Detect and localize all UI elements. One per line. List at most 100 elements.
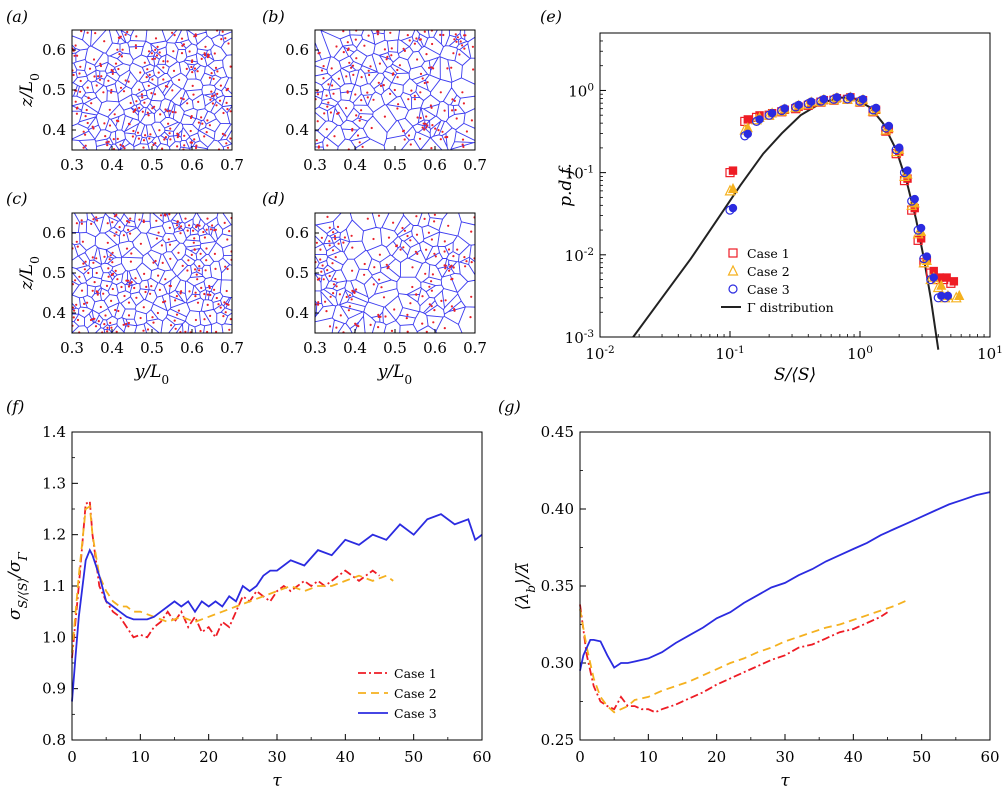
y-axis-label: ⟨λb⟩/λ̄ [513,562,538,610]
particle [162,60,165,63]
marker-circle [903,166,912,175]
legend: Case 1 Case 2 Case 3 [358,666,437,721]
particle [379,315,382,318]
particle [124,33,127,36]
particle [411,266,414,269]
particle [204,269,207,272]
particle [317,146,320,149]
particle [177,309,180,312]
particle [456,36,459,39]
particle [378,253,381,256]
marker-circle [943,291,953,300]
particle [91,256,94,259]
y-axis-label: z/L0 [17,256,42,291]
particle [103,323,106,326]
x-tick-label: 10 [131,748,150,766]
panel-f-sigma: 0 10 20 30 40 50 60 0.8 0.9 1.0 1.1 1.2 1.3 1.4 Case 1… [5,423,492,788]
particle [322,278,325,281]
legend-label: Case 2 [747,264,790,279]
particle [413,94,416,97]
particle [126,220,129,223]
particle [363,273,366,276]
particle [406,330,409,333]
particle [83,268,86,271]
particle [151,316,154,319]
particle [133,109,136,112]
particle [469,316,472,319]
particle [200,116,203,119]
particle [190,65,193,69]
particles-a [71,29,232,151]
particle [357,325,360,328]
particle [94,325,98,328]
particle [102,91,105,94]
y-tick-label: 0.6 [285,41,309,59]
particle [396,107,399,110]
particle [142,139,146,142]
particle [106,326,109,329]
particle [106,330,109,333]
particle [186,269,189,272]
particle [134,46,138,50]
particle [155,237,158,240]
particle [366,96,369,99]
particle [430,106,433,109]
particle [384,315,387,318]
particle [423,81,426,85]
particle [168,213,171,216]
particle [162,66,165,69]
particle [83,302,86,305]
particle [327,101,330,104]
marker-circle [922,252,932,261]
particle [220,38,223,41]
particle [82,130,85,133]
particle [164,278,167,281]
particle [227,42,230,45]
particle [188,50,191,53]
particle [426,124,429,127]
particle [461,143,464,146]
particle [91,289,94,292]
particle [76,318,80,322]
particle [331,262,334,265]
y-tick-label: 0.9 [42,680,66,698]
particle [372,283,375,286]
particle [152,261,155,264]
particle [354,38,357,41]
marker-circle [728,203,738,213]
particle [444,267,447,270]
particle [73,309,76,312]
particle [97,320,100,323]
particle [218,99,222,102]
particle [190,253,193,256]
particle [108,108,111,111]
particle [86,121,89,125]
particle [444,299,447,302]
particle [75,303,78,306]
particle [142,306,145,309]
x-tick-label: 0.5 [383,156,407,174]
particle [439,91,442,94]
particle [433,252,436,255]
particle [143,61,146,64]
x-tick-label: 0.4 [343,339,367,357]
particle [392,72,395,75]
x-tick-label: 101 [977,344,1003,363]
particle [175,313,179,316]
particle [125,247,129,250]
particle [324,300,327,303]
particle [354,322,357,325]
x-tick-label: 0 [575,748,585,766]
particle [206,53,210,56]
x-tick-label: 0.4 [100,339,124,357]
particle [192,241,195,244]
particle [127,321,130,325]
particle [443,327,446,330]
particle [149,133,152,136]
particle [328,325,332,328]
particle [451,98,454,101]
particle [380,286,383,289]
particle [129,217,132,220]
particle [167,122,170,125]
y-tick-label: 0.4 [42,304,66,322]
